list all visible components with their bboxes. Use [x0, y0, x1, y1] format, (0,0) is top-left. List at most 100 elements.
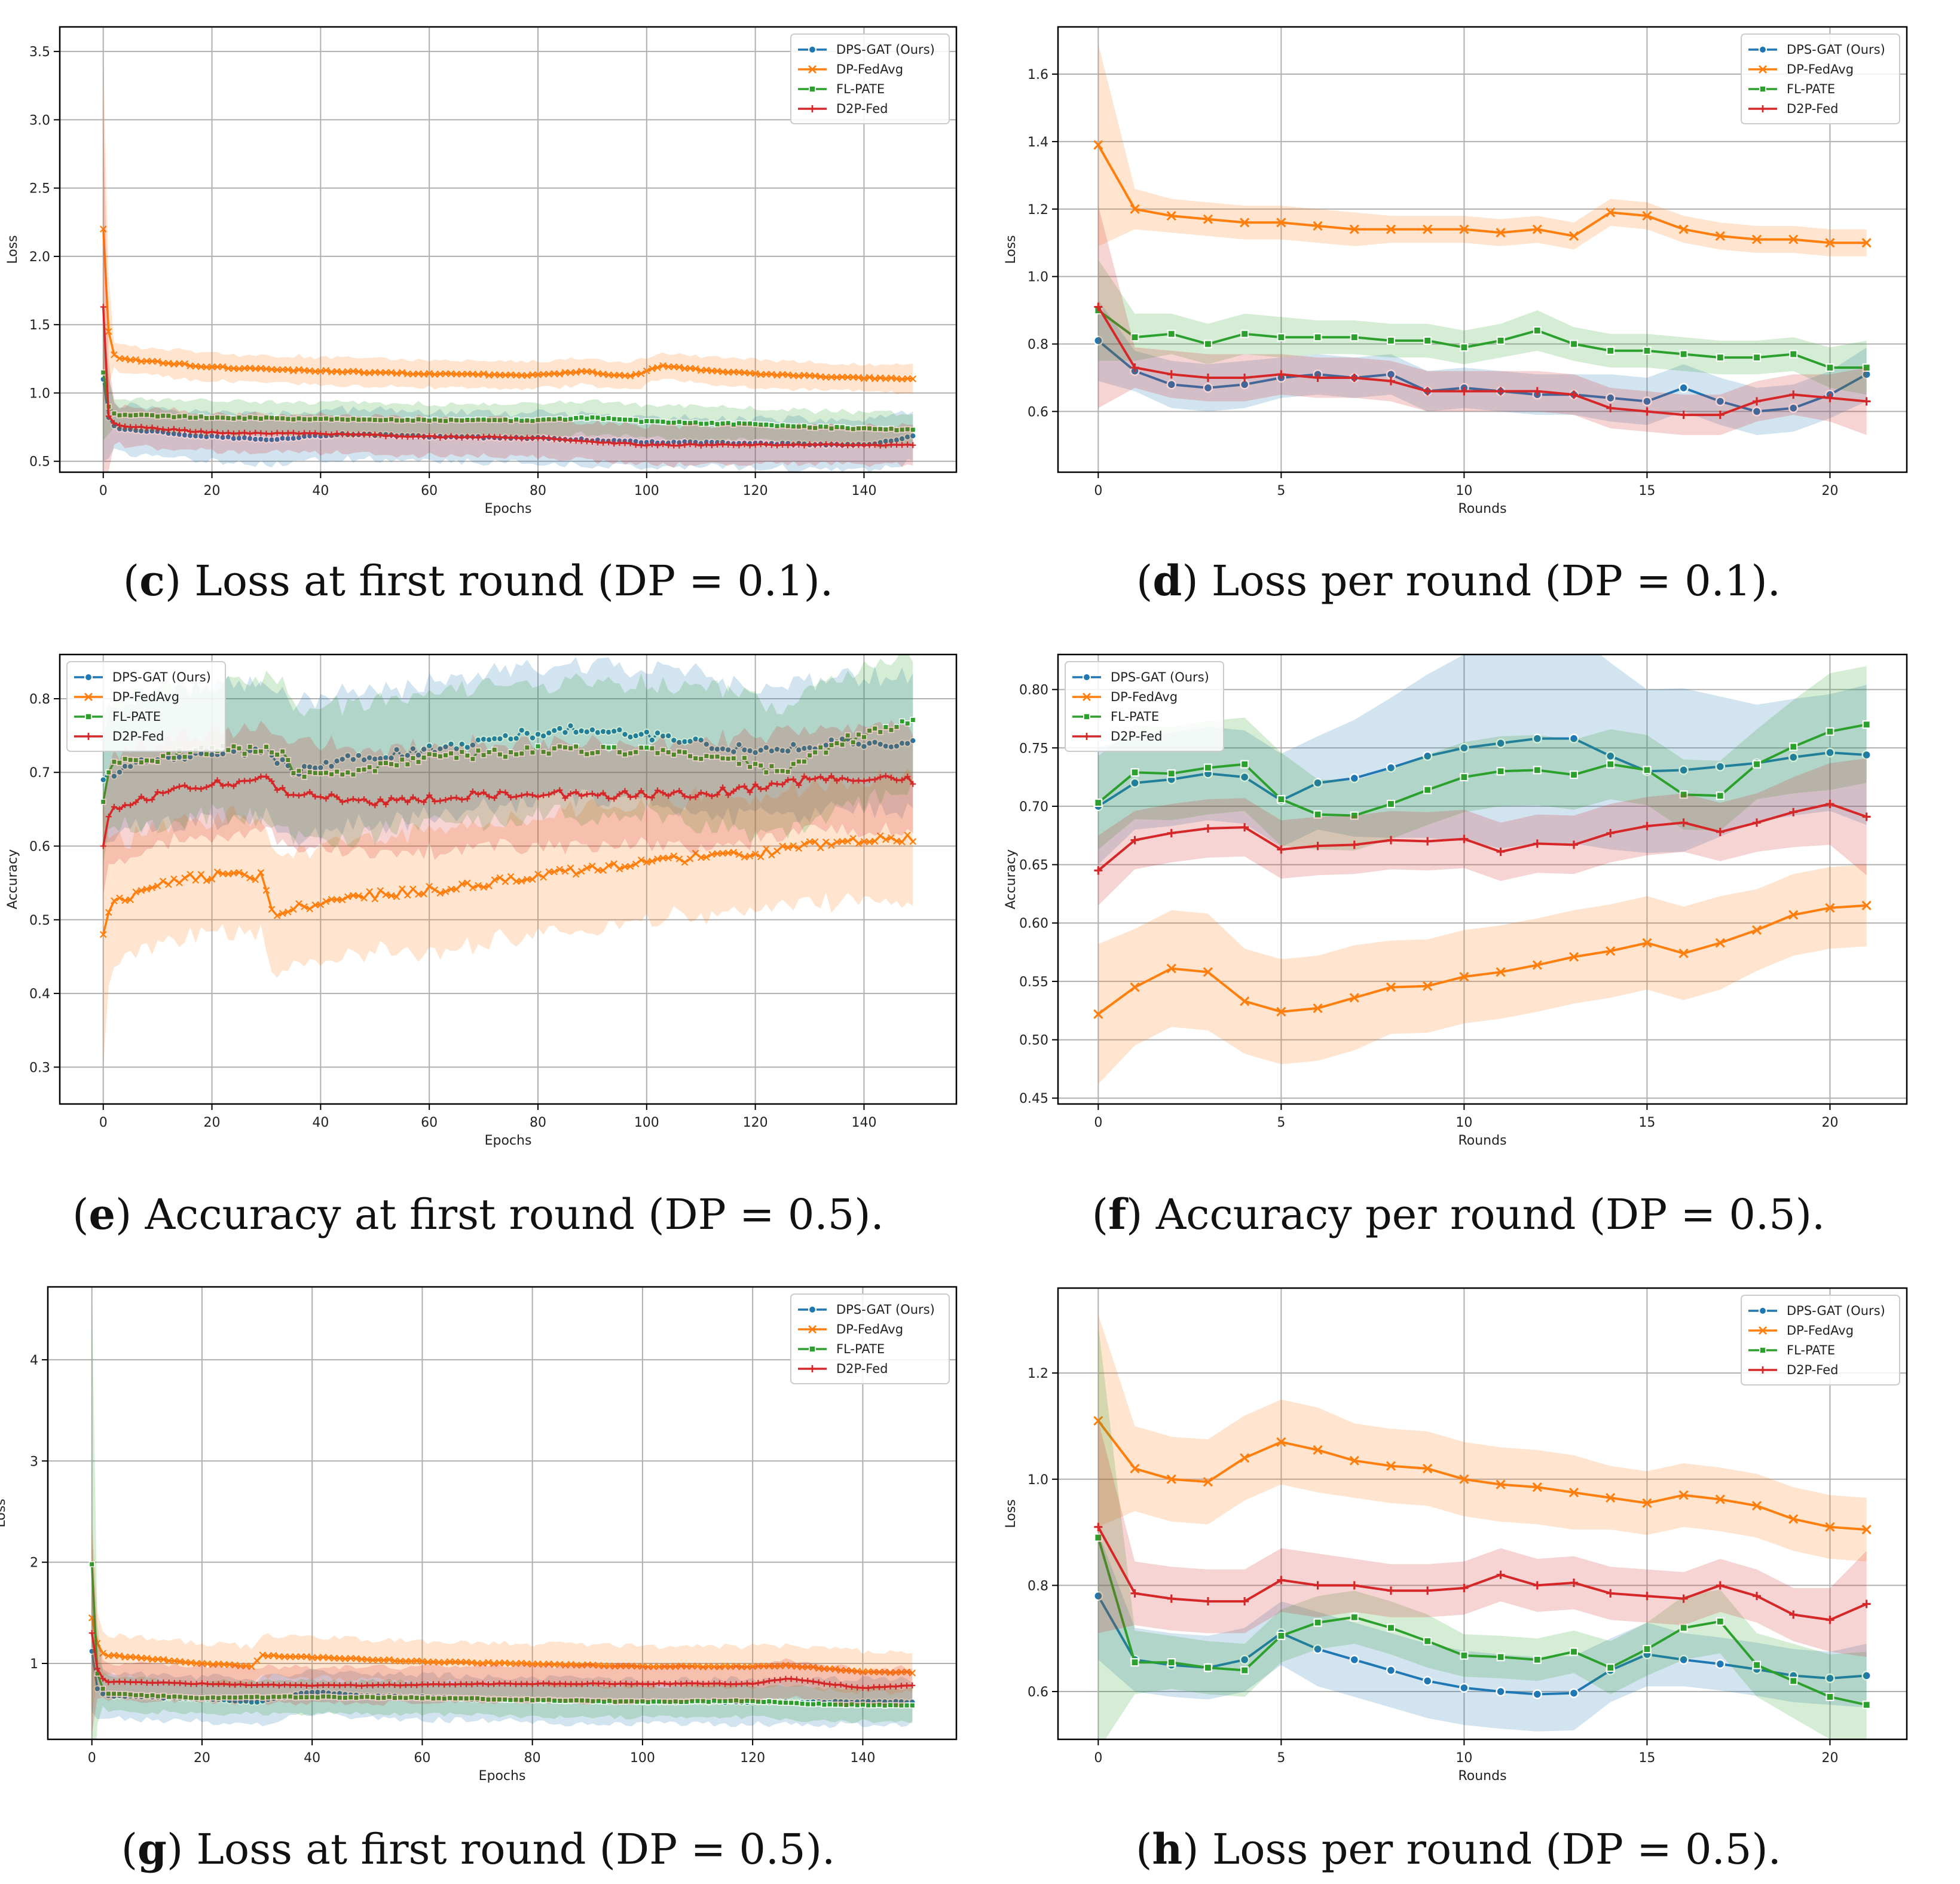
point-dp-fedavg — [165, 359, 172, 367]
point-d2p-fed — [364, 1682, 371, 1689]
point-fl-pate — [785, 769, 791, 775]
y-tick-label: 0.70 — [1019, 800, 1048, 815]
point-d2p-fed — [779, 781, 786, 788]
point-dp-fedavg — [567, 369, 574, 377]
x-tick-label: 140 — [850, 1751, 875, 1766]
point-d2p-fed — [1679, 1594, 1688, 1603]
legend-marker-d2p-fed — [85, 733, 92, 740]
point-d2p-fed — [393, 433, 400, 440]
legend-label: D2P-Fed — [836, 1362, 888, 1376]
point-dp-fedavg — [452, 371, 460, 378]
point-fl-pate — [1533, 1655, 1542, 1664]
point-dp-fedavg — [644, 1663, 652, 1671]
point-d2p-fed — [292, 1682, 299, 1689]
point-d2p-fed — [469, 1681, 475, 1687]
point-fl-pate — [1460, 343, 1469, 352]
legend-h: DPS-GAT (Ours) DP-FedAvg FL-PATE D2P-Fed — [1741, 1295, 1900, 1386]
point-d2p-fed — [589, 790, 595, 797]
point-d2p-fed — [1753, 1592, 1762, 1601]
point-dp-fedavg — [754, 1662, 762, 1670]
point-dps-gat-ours — [452, 745, 460, 753]
point-dp-fedavg — [589, 863, 596, 870]
point-dp-fedavg — [1423, 981, 1433, 991]
point-d2p-fed — [806, 776, 813, 783]
point-dp-fedavg — [366, 888, 373, 895]
point-dp-fedavg — [203, 363, 210, 371]
band-fl-pate — [91, 1290, 913, 1739]
point-fl-pate — [1423, 785, 1432, 794]
point-dps-gat-ours — [420, 745, 427, 753]
point-d2p-fed — [380, 1682, 387, 1689]
point-d2p-fed — [122, 423, 129, 430]
point-fl-pate — [1679, 1623, 1688, 1632]
point-d2p-fed — [215, 1681, 222, 1687]
point-d2p-fed — [632, 442, 639, 448]
point-dps-gat-ours — [1093, 1591, 1103, 1601]
x-tick-label: 20 — [194, 1751, 210, 1766]
point-d2p-fed — [149, 1680, 156, 1686]
y-tick-label: 0.4 — [29, 987, 50, 1002]
legend-label: FL-PATE — [836, 1342, 885, 1356]
point-d2p-fed — [839, 442, 846, 448]
point-dp-fedavg — [528, 1660, 536, 1668]
point-dp-fedavg — [611, 1662, 619, 1670]
point-fl-pate — [573, 415, 579, 421]
legend-marker-d2p-fed — [1759, 1366, 1766, 1374]
legend-label: DPS-GAT (Ours) — [1787, 1304, 1885, 1318]
point-fl-pate — [154, 759, 161, 765]
point-d2p-fed — [904, 1682, 910, 1689]
point-d2p-fed — [204, 1681, 211, 1687]
point-fl-pate — [1423, 336, 1432, 345]
x-tick-label: 100 — [634, 484, 659, 498]
point-dp-fedavg — [822, 838, 830, 846]
point-dp-fedavg — [806, 372, 814, 380]
point-fl-pate — [698, 420, 704, 427]
point-dp-fedavg — [333, 368, 341, 375]
line-dps-gat-ours — [1097, 1595, 1867, 1696]
point-d2p-fed — [876, 1684, 883, 1690]
point-d2p-fed — [344, 797, 351, 804]
point-dps-gat-ours — [1313, 1644, 1323, 1654]
point-dp-fedavg — [420, 890, 427, 898]
point-fl-pate — [421, 754, 427, 761]
point-d2p-fed — [1460, 834, 1469, 843]
point-dp-fedavg — [1861, 1525, 1872, 1535]
point-dp-fedavg — [270, 1651, 277, 1659]
x-tick-label: 60 — [421, 1115, 438, 1130]
point-d2p-fed — [279, 430, 286, 436]
x-tick-label: 0 — [1094, 484, 1102, 498]
point-dp-fedavg — [871, 375, 879, 383]
point-d2p-fed — [513, 793, 519, 800]
point-d2p-fed — [334, 430, 340, 437]
point-dp-fedavg — [831, 1665, 839, 1673]
point-dp-fedavg — [804, 1663, 812, 1671]
y-tick-label: 1.4 — [1028, 135, 1048, 150]
point-d2p-fed — [1753, 818, 1762, 827]
point-dp-fedavg — [436, 889, 444, 897]
y-tick-label: 0.6 — [29, 840, 50, 855]
legend-d: DPS-GAT (Ours) DP-FedAvg FL-PATE D2P-Fed — [1741, 33, 1900, 124]
point-dp-fedavg — [257, 869, 265, 876]
point-fl-pate — [1496, 767, 1505, 776]
point-d2p-fed — [377, 796, 384, 803]
point-dp-fedavg — [904, 375, 911, 383]
point-dp-fedavg — [496, 1659, 503, 1666]
point-d2p-fed — [1313, 1581, 1322, 1590]
point-dp-fedavg — [127, 896, 134, 904]
point-d2p-fed — [507, 1680, 513, 1687]
point-d2p-fed — [660, 790, 666, 796]
point-d2p-fed — [573, 789, 579, 796]
point-d2p-fed — [687, 794, 693, 801]
point-d2p-fed — [736, 784, 742, 790]
point-d2p-fed — [698, 790, 704, 796]
point-dps-gat-ours — [447, 740, 455, 748]
point-dp-fedavg — [665, 854, 672, 862]
point-fl-pate — [760, 1699, 767, 1705]
point-d2p-fed — [230, 430, 237, 437]
point-dp-fedavg — [556, 1660, 564, 1668]
point-d2p-fed — [671, 442, 677, 449]
point-dp-fedavg — [866, 374, 873, 381]
point-d2p-fed — [1643, 1592, 1652, 1601]
point-d2p-fed — [589, 438, 595, 445]
point-d2p-fed — [268, 430, 275, 437]
